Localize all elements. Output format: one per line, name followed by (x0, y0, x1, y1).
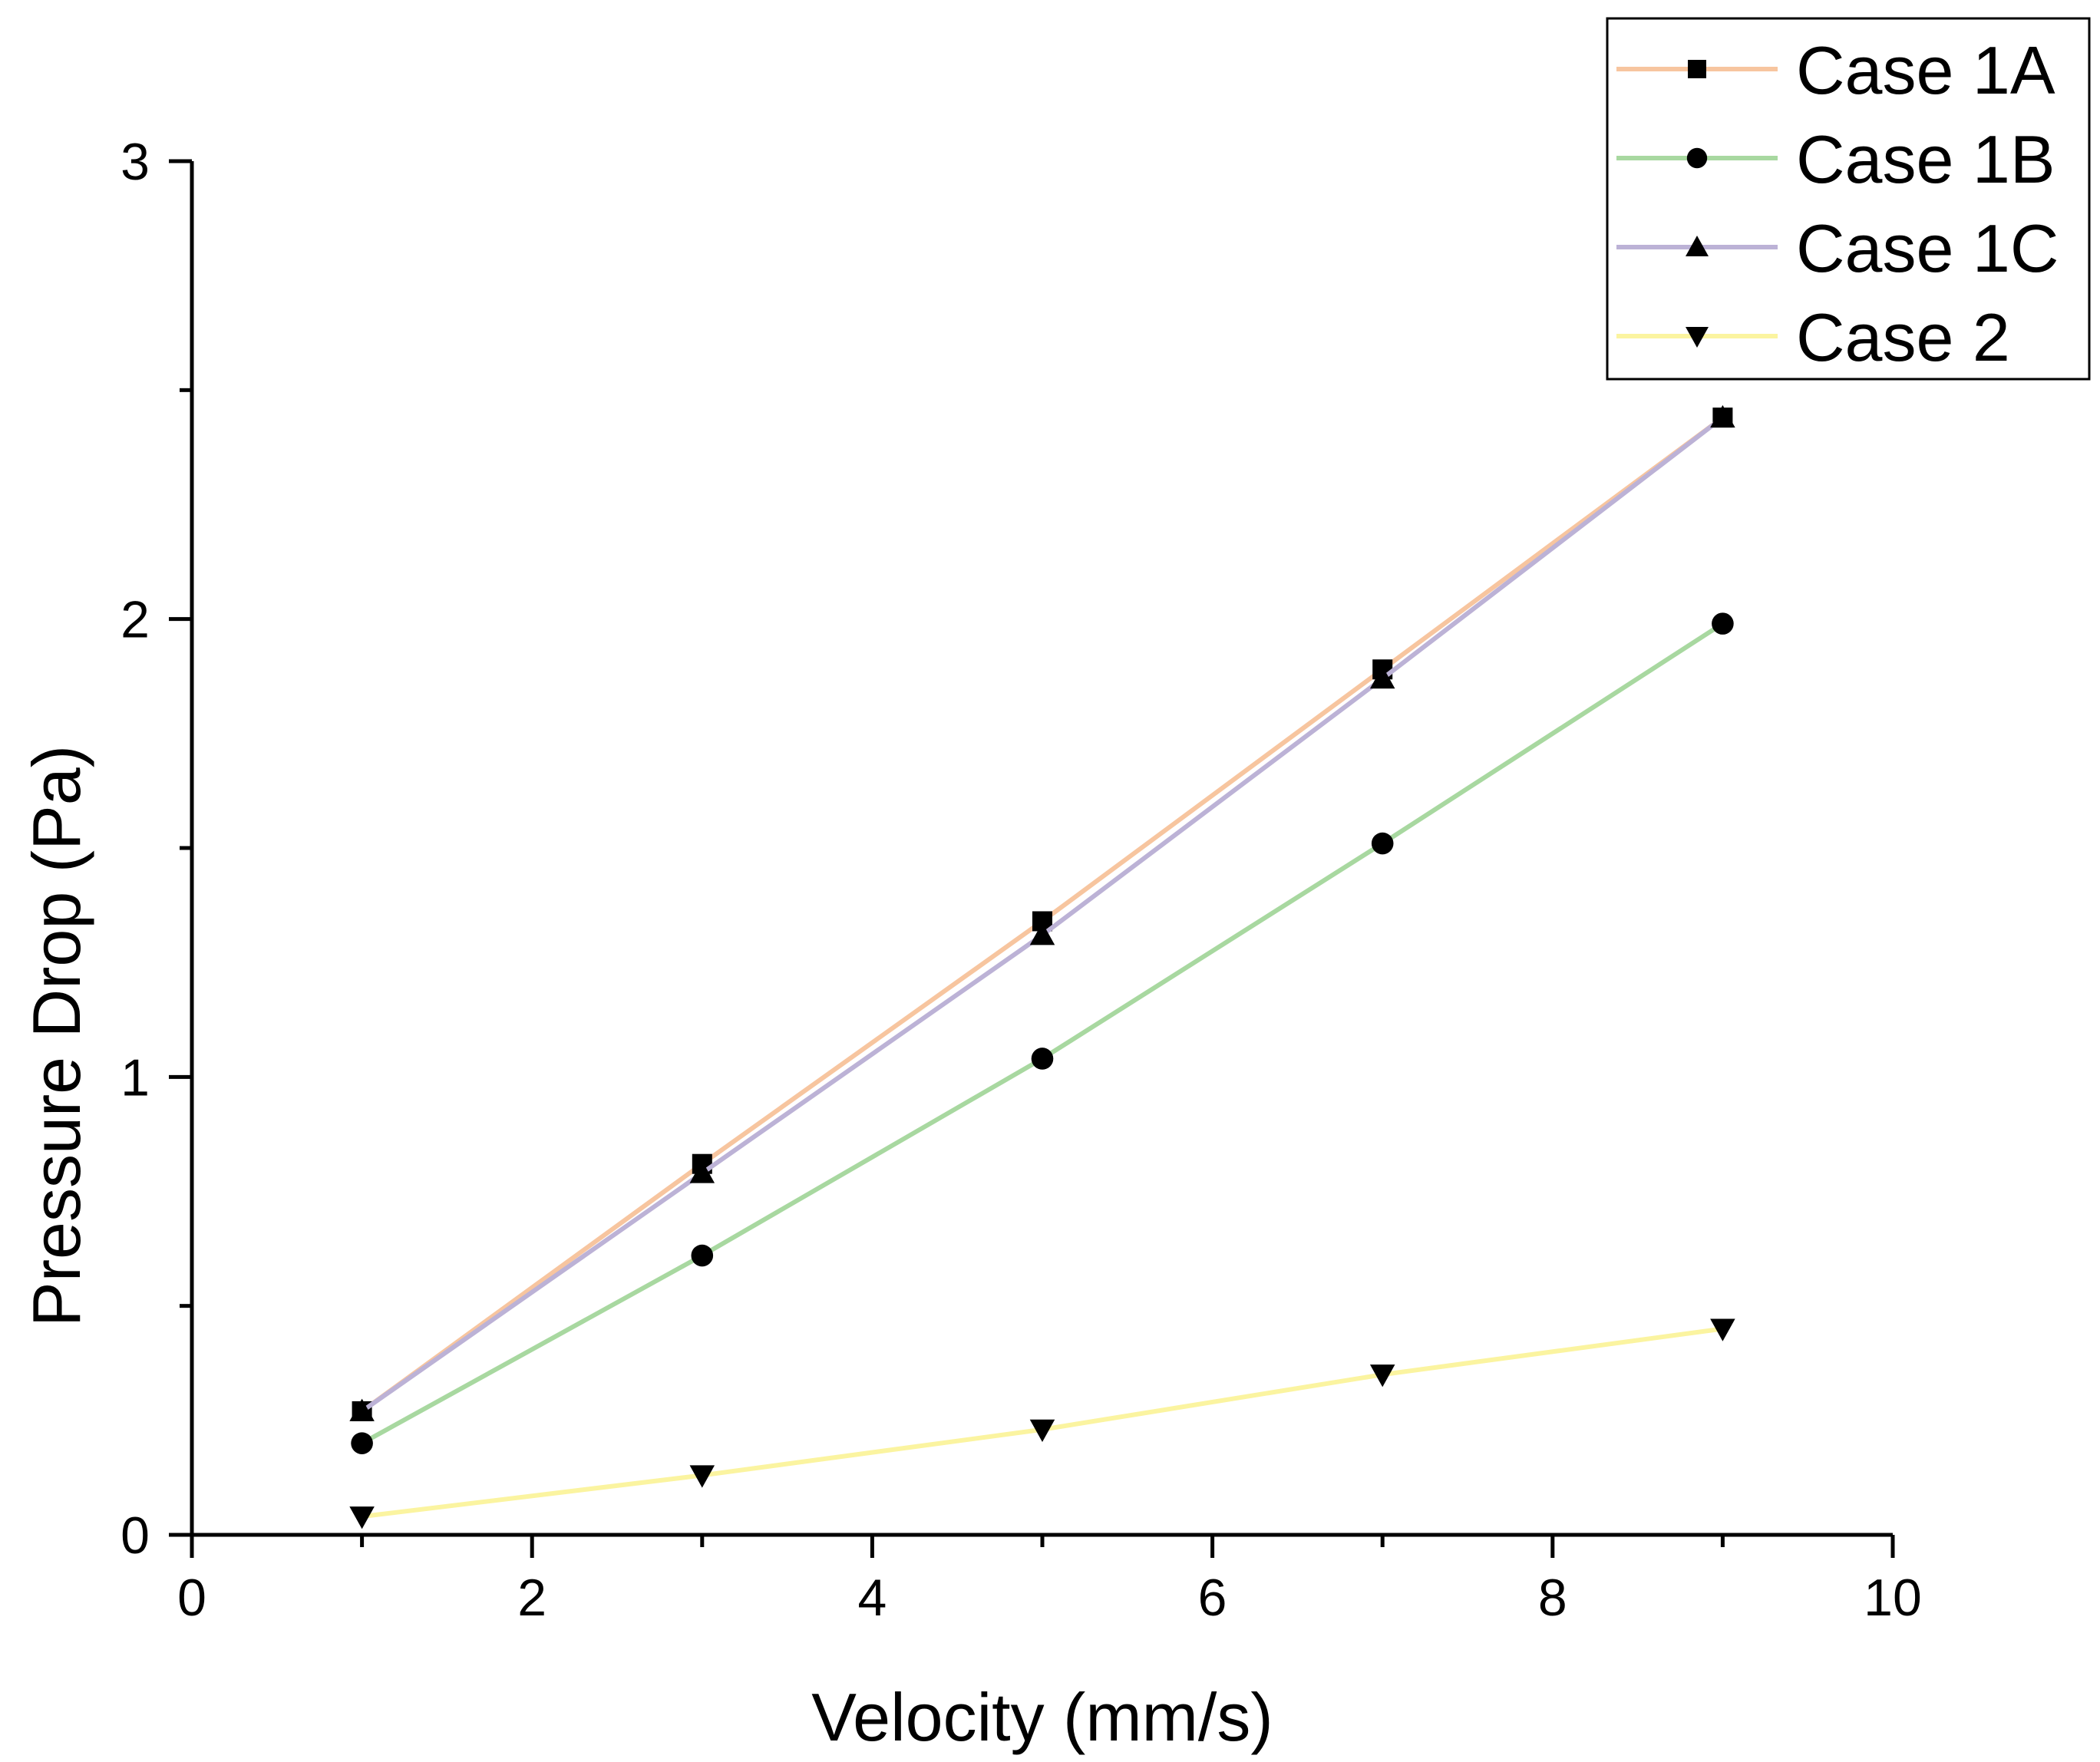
legend-item: Case 1A (1616, 32, 2055, 108)
data-point (689, 1160, 715, 1183)
data-point (1712, 612, 1734, 635)
legend-marker (1688, 60, 1706, 78)
data-point (691, 1244, 714, 1267)
x-tick-label: 4 (857, 1569, 887, 1627)
x-tick-label: 6 (1198, 1569, 1227, 1627)
series-layer (349, 404, 1735, 1529)
legend-item: Case 1B (1616, 121, 2055, 197)
legend-marker (1686, 147, 1708, 169)
series-case-1c (349, 404, 1735, 1421)
legend-label: Case 1A (1796, 32, 2055, 108)
series-line (361, 622, 1725, 1446)
ticks: 0 2 4 6 8 10 0 1 2 3 (121, 133, 1922, 1627)
x-tick-label: 8 (1538, 1569, 1567, 1627)
data-point (1710, 1318, 1735, 1341)
y-tick-label: 1 (121, 1048, 150, 1107)
y-tick-label: 2 (121, 591, 150, 649)
y-axis-title: Pressure Drop (Pa) (18, 745, 94, 1327)
legend-marker (1686, 236, 1709, 256)
x-tick-label: 0 (177, 1569, 206, 1627)
series-case-1b (351, 612, 1734, 1454)
data-point (1369, 1364, 1395, 1387)
y-tick-label: 3 (121, 133, 150, 191)
data-point (1371, 832, 1394, 855)
legend-label: Case 2 (1796, 299, 2010, 375)
data-point (1029, 922, 1055, 945)
series-case-1a (352, 408, 1733, 1421)
data-point (349, 1506, 375, 1529)
data-point (1710, 404, 1735, 428)
legend-item: Case 1C (1616, 210, 2059, 286)
legend-item: Case 2 (1616, 299, 2010, 375)
x-tick-label: 2 (517, 1569, 546, 1627)
legend-marker (1686, 327, 1709, 348)
legend: Case 1A Case 1B Case 1C Case 2 (1606, 17, 2091, 381)
data-point (1369, 665, 1395, 689)
x-tick-label: 10 (1864, 1569, 1922, 1627)
series-case-2 (349, 1318, 1735, 1529)
data-point (1031, 1048, 1054, 1070)
data-point (349, 1398, 375, 1421)
data-point (351, 1432, 373, 1454)
legend-label: Case 1C (1796, 210, 2059, 286)
data-point (689, 1465, 715, 1488)
data-point (1029, 1419, 1055, 1443)
legend-box (1606, 17, 2091, 381)
legend-label: Case 1B (1796, 121, 2055, 197)
y-tick-label: 0 (121, 1506, 150, 1565)
x-axis-title: Velocity (mm/s) (811, 1679, 1273, 1755)
